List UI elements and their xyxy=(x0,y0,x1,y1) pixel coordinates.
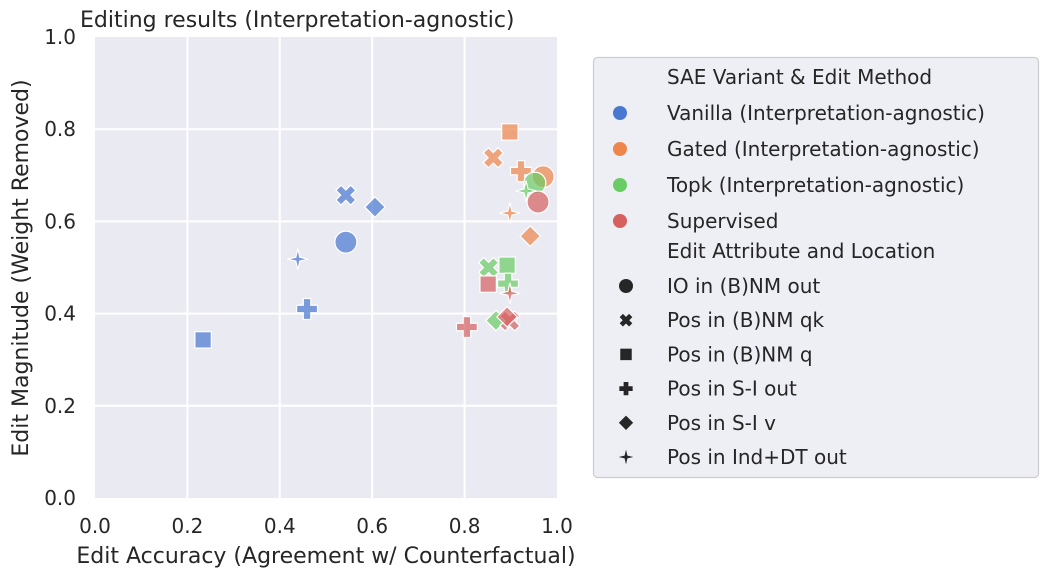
legend-marker-plus xyxy=(619,381,633,396)
x-tick-label: 1.0 xyxy=(541,514,573,538)
data-point-vanilla-star xyxy=(287,248,309,270)
legend-marker-square xyxy=(620,348,632,361)
data-point-supervised-diamond xyxy=(496,305,519,328)
data-point-supervised-circle xyxy=(526,190,550,214)
y-tick-label: 0.4 xyxy=(44,302,76,326)
x-tick-labels: 0.0 0.2 0.4 0.6 0.8 1.0 xyxy=(79,514,573,538)
y-tick-labels: 0.0 0.2 0.4 0.6 0.8 1.0 xyxy=(44,25,76,510)
data-point-topk-star xyxy=(515,180,537,202)
legend-label-vanilla: Vanilla (Interpretation-agnostic) xyxy=(667,101,985,125)
x-tick-label: 0.2 xyxy=(171,514,203,538)
legend-marker-diamond xyxy=(618,415,634,430)
data-point-supervised-plus xyxy=(455,315,478,339)
x-tick-label: 0.0 xyxy=(79,514,111,538)
data-points xyxy=(194,123,555,349)
legend-label-star: Pos in Ind+DT out xyxy=(667,445,847,469)
y-axis-label: Edit Magnitude (Weight Removed) xyxy=(9,79,34,456)
data-point-supervised-star xyxy=(499,282,521,304)
legend-label-gated: Gated (Interpretation-agnostic) xyxy=(667,137,980,161)
x-tick-label: 0.8 xyxy=(449,514,481,538)
x-tick-label: 0.4 xyxy=(264,514,296,538)
data-point-topk-square xyxy=(498,256,516,274)
data-point-vanilla-diamond xyxy=(363,196,387,219)
legend: SAE Variant & Edit Method Vanilla (Inter… xyxy=(592,56,1040,479)
data-point-vanilla-circle xyxy=(334,230,358,254)
legend-label-plus: Pos in S-I out xyxy=(667,377,797,401)
y-tick-label: 0.8 xyxy=(44,117,76,141)
legend-hue-title: SAE Variant & Edit Method xyxy=(667,65,932,89)
y-tick-label: 0.0 xyxy=(44,486,76,510)
legend-marker-circle xyxy=(619,279,633,293)
y-tick-label: 0.6 xyxy=(44,209,76,233)
chart-title: Editing results (Interpretation-agnostic… xyxy=(80,8,515,33)
data-point-vanilla-plus xyxy=(296,297,319,321)
legend-label-diamond: Pos in S-I v xyxy=(667,411,776,435)
y-tick-label: 0.2 xyxy=(44,394,76,418)
legend-marker-topk xyxy=(613,178,627,192)
x-tick-label: 0.6 xyxy=(356,514,388,538)
data-point-gated-diamond xyxy=(519,225,542,248)
legend-box xyxy=(592,56,1040,479)
data-point-gated-square xyxy=(501,123,519,141)
data-point-vanilla-x xyxy=(335,184,357,206)
legend-label-circle: IO in (B)NM out xyxy=(667,274,820,298)
legend-marker-star xyxy=(618,449,634,465)
legend-style-title: Edit Attribute and Location xyxy=(667,239,935,263)
legend-marker-supervised xyxy=(613,214,627,228)
data-point-gated-star xyxy=(499,202,521,224)
legend-label-topk: Topk (Interpretation-agnostic) xyxy=(666,173,964,197)
x-axis-label: Edit Accuracy (Agreement w/ Counterfactu… xyxy=(76,544,575,569)
plot-background xyxy=(95,37,557,498)
legend-marker-x xyxy=(619,313,633,327)
y-tick-label: 1.0 xyxy=(44,25,76,49)
legend-label-supervised: Supervised xyxy=(667,209,778,233)
legend-marker-vanilla xyxy=(613,106,627,120)
data-point-supervised-square xyxy=(479,275,497,293)
grid-lines xyxy=(95,37,557,498)
data-point-vanilla-square xyxy=(194,331,212,349)
data-point-gated-x xyxy=(482,146,505,169)
legend-label-square: Pos in (B)NM q xyxy=(667,342,813,366)
legend-label-x: Pos in (B)NM qk xyxy=(667,308,825,332)
legend-marker-gated xyxy=(613,142,627,156)
